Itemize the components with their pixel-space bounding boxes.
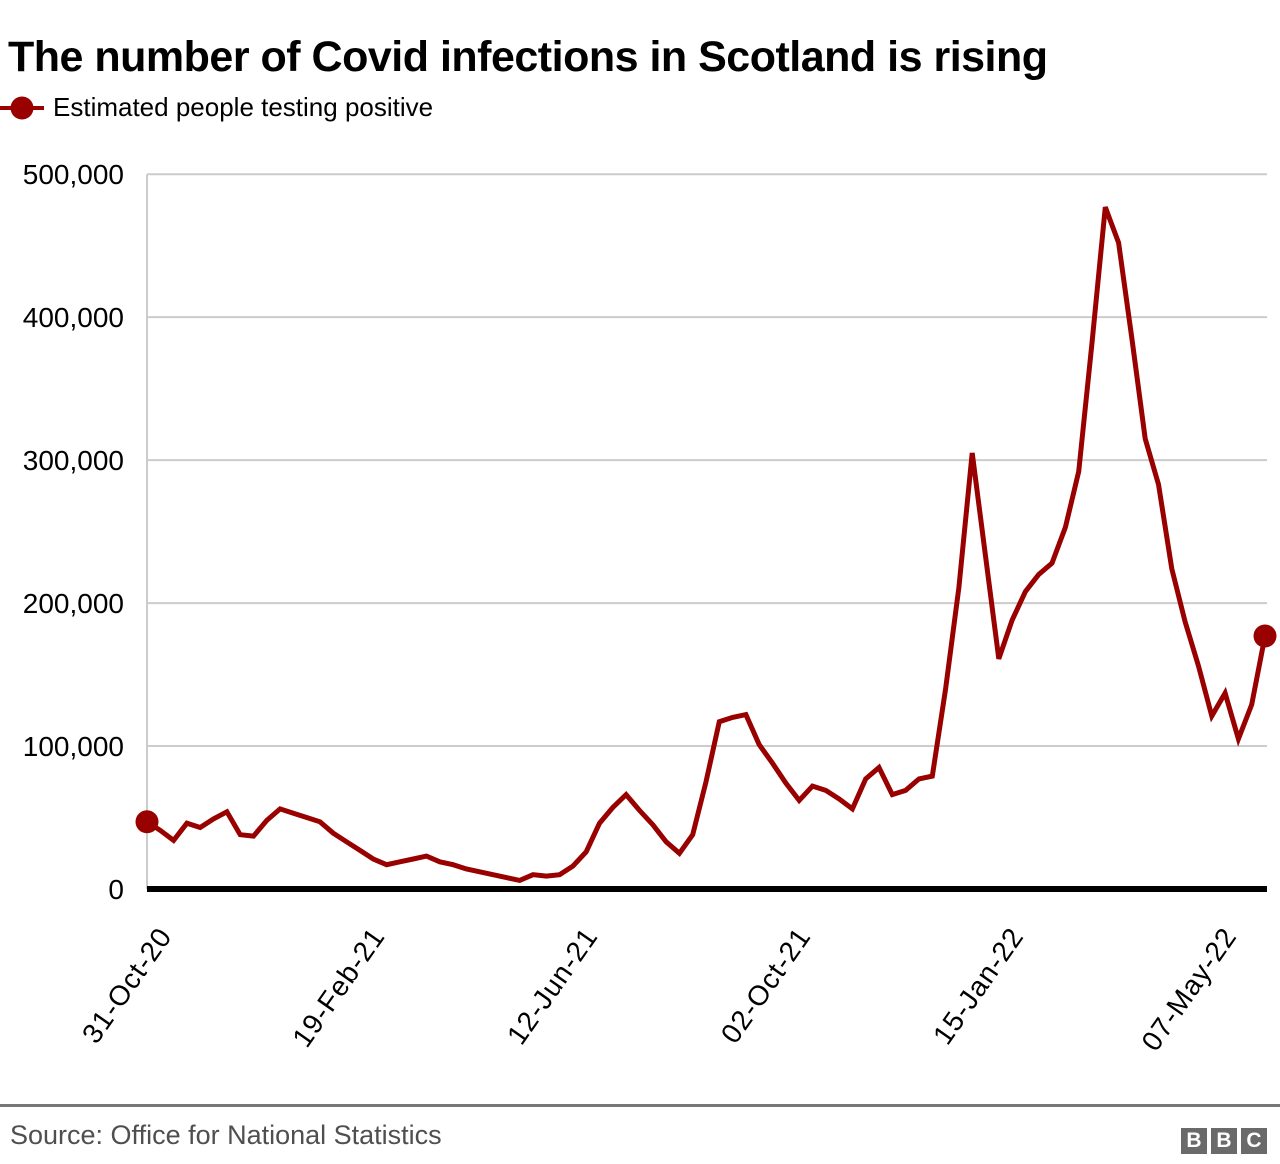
series-start-marker [135, 810, 159, 834]
x-tick-label-15-Jan-22: 15-Jan-22 [927, 922, 1030, 1050]
chart-title: The number of Covid infections in Scotla… [8, 32, 1048, 81]
footer-divider [0, 1104, 1280, 1107]
source-label: Source: Office for National Statistics [10, 1120, 442, 1150]
x-tick-label-07-May-22: 07-May-22 [1135, 922, 1242, 1057]
bbc-logo-block: C [1241, 1128, 1267, 1154]
legend-marker-icon [0, 96, 44, 119]
y-tick-label-0: 0 [108, 874, 124, 905]
x-tick-label-19-Feb-21: 19-Feb-21 [286, 922, 391, 1053]
y-tick-label-200000: 200,000 [23, 588, 124, 619]
y-tick-label-400000: 400,000 [23, 302, 124, 333]
y-tick-label-100000: 100,000 [23, 731, 124, 762]
x-tick-label-02-Oct-21: 02-Oct-21 [715, 922, 817, 1049]
x-axis-line [147, 886, 1267, 892]
y-tick-label-500000: 500,000 [23, 159, 124, 190]
bbc-logo: B B C [1181, 1128, 1267, 1154]
x-tick-label-12-Jun-21: 12-Jun-21 [501, 922, 604, 1050]
y-tick-label-300000: 300,000 [23, 445, 124, 476]
legend: Estimated people testing positive [0, 92, 433, 123]
series-line [145, 206, 1268, 884]
series-end-marker [1253, 624, 1277, 648]
bbc-logo-block: B [1211, 1128, 1237, 1154]
chart-svg: 0 100,000 200,000 300,000 400,000 500,000 31-O… [23, 159, 1277, 1057]
legend-label: Estimated people testing positive [53, 92, 434, 122]
x-tick-label-31-Oct-20: 31-Oct-20 [76, 922, 178, 1049]
bbc-logo-block: B [1181, 1128, 1207, 1154]
